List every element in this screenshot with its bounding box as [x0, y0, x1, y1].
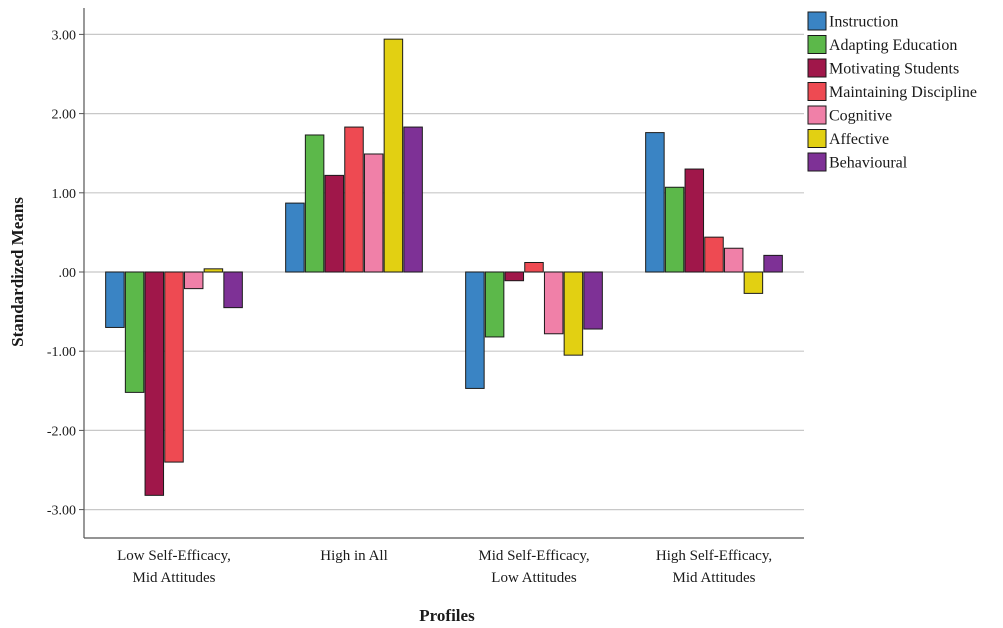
bar-instruction	[105, 271, 125, 328]
y-tick-label: -1.00	[47, 345, 76, 360]
legend: Instruction Adapting Education Motivating …	[807, 11, 977, 172]
bar-motivating-students	[324, 174, 345, 273]
bar-motivating-students	[684, 168, 705, 273]
bar-cognitive	[183, 271, 204, 290]
legend-swatch	[807, 152, 827, 172]
bar-behavioural	[763, 254, 783, 273]
y-axis-title: Standardized Means	[8, 197, 27, 347]
legend-swatch	[807, 82, 827, 101]
legend-label: Maintaining Discipline	[829, 84, 977, 101]
bar-maintaining-discipline	[704, 236, 724, 273]
legend-swatch	[807, 105, 827, 125]
x-category-label: Mid Self-Efficacy,	[478, 548, 589, 564]
legend-label: Instruction	[829, 14, 898, 31]
y-tick-label: -3.00	[47, 504, 76, 519]
y-tick-label: 2.00	[52, 108, 77, 123]
y-tick-label: -2.00	[47, 424, 76, 439]
legend-swatch	[807, 58, 827, 78]
legend-swatch	[807, 129, 827, 148]
bar-instruction	[645, 132, 665, 273]
legend-label: Cognitive	[829, 108, 892, 125]
bar-cognitive	[723, 247, 744, 273]
bar-adapting-education	[304, 134, 325, 273]
x-category-label: Low Self-Efficacy,	[117, 548, 231, 564]
bar-affective	[203, 268, 224, 273]
y-tick-label: 3.00	[52, 28, 77, 43]
y-tick-labels: 3.00 2.00 1.00 .00 -1.00 -2.00 -3.00	[47, 28, 84, 519]
bar-instruction	[465, 271, 485, 389]
bars	[105, 38, 783, 496]
bar-affective	[743, 271, 764, 294]
legend-swatch	[807, 11, 827, 31]
bar-cognitive	[363, 153, 384, 273]
legend-label: Affective	[829, 131, 889, 148]
bar-motivating-students	[504, 271, 525, 282]
bar-motivating-students	[144, 271, 165, 496]
x-category-label: High Self-Efficacy,	[656, 548, 772, 564]
x-category-labels: Low Self-Efficacy, Mid Attitudes High in A…	[117, 548, 772, 586]
bar-behavioural	[223, 271, 243, 309]
legend-label: Motivating Students	[829, 61, 959, 78]
bar-maintaining-discipline	[524, 261, 544, 273]
x-axis-title: Profiles	[419, 606, 475, 625]
bar-maintaining-discipline	[344, 126, 364, 273]
x-category-label: Mid Attitudes	[133, 570, 216, 586]
bar-cognitive	[543, 271, 564, 335]
axes	[83, 8, 804, 539]
y-tick-label: .00	[59, 266, 77, 281]
bar-adapting-education	[664, 186, 685, 273]
bar-adapting-education	[484, 271, 505, 338]
bar-adapting-education	[124, 271, 145, 393]
x-category-label: High in All	[320, 548, 388, 564]
bar-affective	[383, 38, 404, 273]
y-tick-label: 1.00	[52, 187, 77, 202]
x-category-label: Mid Attitudes	[673, 570, 756, 586]
legend-swatch	[807, 35, 827, 54]
bar-behavioural	[583, 271, 603, 330]
legend-label: Behavioural	[829, 155, 908, 172]
bar-behavioural	[403, 126, 423, 273]
bar-affective	[563, 271, 584, 356]
bar-instruction	[285, 202, 305, 273]
x-category-label: Low Attitudes	[491, 570, 577, 586]
legend-label: Adapting Education	[829, 37, 957, 54]
bar-maintaining-discipline	[164, 271, 184, 463]
